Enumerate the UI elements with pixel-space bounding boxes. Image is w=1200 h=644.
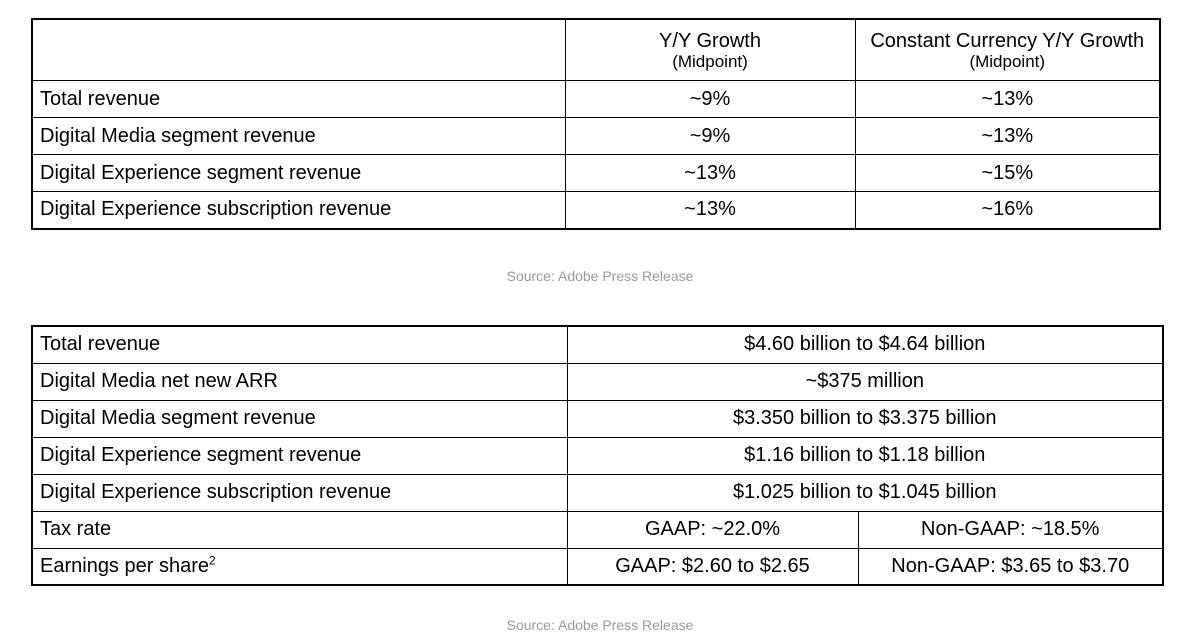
- table-row: Digital Media net new ARR ~$375 million: [31, 362, 1164, 401]
- yy-growth-header: Y/Y Growth (Midpoint): [564, 18, 856, 81]
- guidance-value: $1.16 billion to $1.18 billion: [566, 436, 1164, 475]
- cc-growth-value: ~13%: [854, 117, 1161, 155]
- table-row: Digital Experience segment revenue ~13% …: [31, 154, 1161, 192]
- cc-growth-value: ~15%: [854, 154, 1161, 192]
- table-row: Digital Media segment revenue $3.350 bil…: [31, 399, 1164, 438]
- cc-growth-value: ~16%: [854, 191, 1161, 229]
- tax-rate-non-gaap: Non-GAAP: ~18.5%: [857, 510, 1164, 549]
- guidance-value: ~$375 million: [566, 362, 1164, 401]
- guidance-value: $3.350 billion to $3.375 billion: [566, 399, 1164, 438]
- growth-table: Y/Y Growth (Midpoint) Constant Currency …: [31, 18, 1161, 230]
- yy-growth-header-subtitle: (Midpoint): [672, 51, 748, 71]
- cc-growth-header-title: Constant Currency Y/Y Growth: [870, 29, 1145, 52]
- tax-rate-row: Tax rate GAAP: ~22.0% Non-GAAP: ~18.5%: [31, 510, 1164, 549]
- row-label: Total revenue: [31, 325, 568, 364]
- table-row: Digital Media segment revenue ~9% ~13%: [31, 117, 1161, 155]
- yy-growth-value: ~13%: [564, 191, 856, 229]
- growth-table-empty-header: [31, 18, 566, 81]
- row-label: Digital Experience segment revenue: [31, 436, 568, 475]
- eps-label-cell: Earnings per share2: [31, 547, 568, 586]
- yy-growth-value: ~13%: [564, 154, 856, 192]
- cc-growth-value: ~13%: [854, 80, 1161, 118]
- row-label: Digital Experience segment revenue: [31, 154, 566, 192]
- cc-growth-header-subtitle: (Midpoint): [969, 51, 1046, 71]
- row-label: Digital Experience subscription revenue: [31, 191, 566, 229]
- row-label: Digital Media net new ARR: [31, 362, 568, 401]
- row-label: Earnings per share: [40, 554, 209, 577]
- tax-rate-gaap: GAAP: ~22.0%: [566, 510, 859, 549]
- row-label: Digital Media segment revenue: [31, 399, 568, 438]
- guidance-value: $1.025 billion to $1.045 billion: [566, 473, 1164, 512]
- eps-row: Earnings per share2 GAAP: $2.60 to $2.65…: [31, 547, 1164, 586]
- row-label: Digital Experience subscription revenue: [31, 473, 568, 512]
- row-label: Total revenue: [31, 80, 566, 118]
- row-label: Digital Media segment revenue: [31, 117, 566, 155]
- growth-table-header-row: Y/Y Growth (Midpoint) Constant Currency …: [31, 18, 1161, 81]
- yy-growth-header-title: Y/Y Growth: [659, 29, 761, 52]
- row-label: Tax rate: [31, 510, 568, 549]
- guidance-value: $4.60 billion to $4.64 billion: [566, 325, 1164, 364]
- table-row: Digital Experience subscription revenue …: [31, 473, 1164, 512]
- source-caption: Source: Adobe Press Release: [506, 268, 694, 284]
- footnote-marker: 2: [208, 553, 216, 568]
- table-row: Digital Experience segment revenue $1.16…: [31, 436, 1164, 475]
- cc-growth-header: Constant Currency Y/Y Growth (Midpoint): [854, 18, 1161, 81]
- eps-gaap: GAAP: $2.60 to $2.65: [566, 547, 859, 586]
- source-caption: Source: Adobe Press Release: [506, 617, 694, 633]
- yy-growth-value: ~9%: [564, 117, 856, 155]
- table-row: Total revenue ~9% ~13%: [31, 80, 1161, 118]
- eps-non-gaap: Non-GAAP: $3.65 to $3.70: [857, 547, 1164, 586]
- table-row: Total revenue $4.60 billion to $4.64 bil…: [31, 325, 1164, 364]
- yy-growth-value: ~9%: [564, 80, 856, 118]
- table-row: Digital Experience subscription revenue …: [31, 191, 1161, 229]
- guidance-table: Total revenue $4.60 billion to $4.64 bil…: [31, 325, 1165, 586]
